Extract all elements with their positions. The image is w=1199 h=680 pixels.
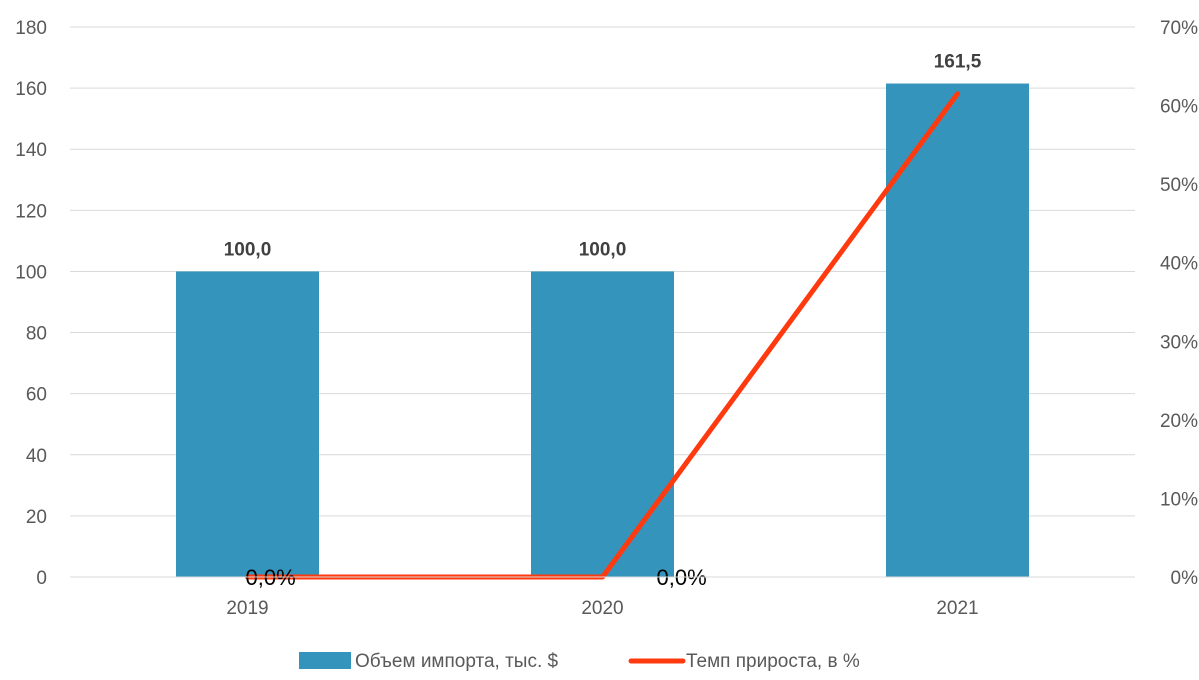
y-left-tick-label: 20: [26, 507, 47, 528]
y-left-tick-label: 160: [15, 79, 47, 100]
y-right-tick-label: 10%: [1160, 489, 1198, 510]
y-right-tick-label: 60%: [1160, 97, 1198, 118]
x-tick-label: 2020: [581, 598, 623, 619]
bar-data-label: 161,5: [934, 52, 982, 73]
legend: Объем импорта, тыс. $ Темп прироста, в %: [299, 651, 860, 672]
bar-data-label: 100,0: [224, 239, 272, 260]
y-right-tick-label: 70%: [1160, 18, 1198, 39]
y-right-tick-label: 30%: [1160, 332, 1198, 353]
y-left-tick-label: 140: [15, 140, 47, 161]
y-left-tick-label: 0: [36, 568, 47, 589]
bar: [176, 271, 319, 577]
y-left-tick-label: 60: [26, 385, 47, 406]
x-tick-label: 2019: [226, 598, 268, 619]
bar: [886, 83, 1029, 578]
x-tick-label: 2021: [936, 598, 978, 619]
y-left-tick-label: 40: [26, 446, 47, 467]
y-right-tick-label: 0%: [1171, 568, 1199, 589]
y-right-tick-label: 40%: [1160, 254, 1198, 275]
y-left-tick-label: 80: [26, 324, 47, 345]
y-left-tick-label: 100: [15, 262, 47, 283]
bar: [531, 271, 674, 577]
legend-bar-swatch: [299, 652, 351, 669]
axes: 0 20 40 60 80 100 120 140 160 180 0% 10% 20% 30% 40% 50…: [15, 18, 1198, 619]
bar-data-label: 100,0: [579, 239, 627, 260]
y-left-tick-label: 120: [15, 201, 47, 222]
y-right-tick-label: 20%: [1160, 411, 1198, 432]
legend-line-label: Темп прироста, в %: [686, 651, 860, 672]
y-right-tick-label: 50%: [1160, 175, 1198, 196]
bar-series: [176, 83, 1029, 578]
legend-bar-label: Объем импорта, тыс. $: [355, 651, 559, 672]
y-left-tick-label: 180: [15, 18, 47, 39]
